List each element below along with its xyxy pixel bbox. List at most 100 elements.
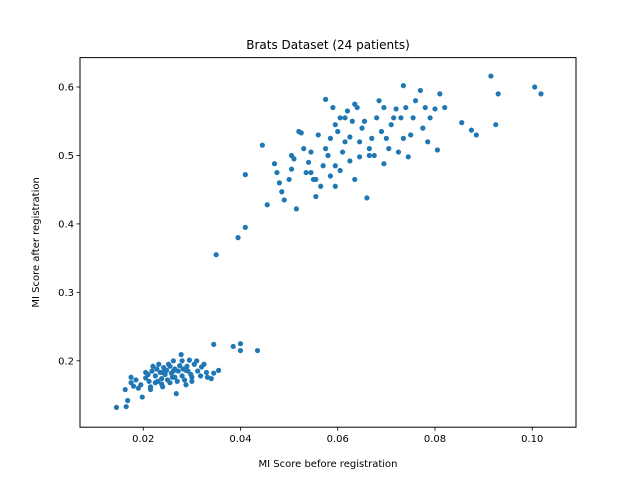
data-point: [335, 128, 341, 135]
data-point: [369, 135, 375, 141]
data-point: [178, 352, 184, 358]
data-point: [237, 347, 244, 354]
data-point: [468, 127, 475, 133]
data-point: [201, 361, 207, 367]
data-point: [322, 96, 329, 102]
data-point: [156, 361, 162, 367]
data-point: [279, 189, 285, 195]
data-point: [143, 369, 149, 376]
data-point: [139, 394, 145, 400]
data-point: [179, 373, 185, 379]
data-point: [147, 384, 154, 390]
data-point: [532, 84, 538, 90]
data-point: [230, 343, 236, 350]
data-point: [342, 115, 348, 121]
x-tick-label: 0.10: [521, 434, 543, 445]
data-point: [405, 154, 411, 160]
data-point: [211, 370, 217, 376]
data-point: [349, 118, 355, 124]
data-point: [473, 132, 479, 138]
x-tick-label: 0.08: [424, 434, 446, 445]
data-point: [342, 139, 348, 145]
data-point: [366, 152, 372, 159]
data-point: [332, 122, 338, 128]
data-point: [538, 91, 544, 97]
data-point: [320, 163, 326, 169]
data-point: [325, 152, 331, 159]
y-tick-label: 0.6: [58, 83, 74, 94]
data-point: [337, 167, 343, 174]
data-point: [330, 104, 336, 111]
data-point: [361, 118, 368, 124]
data-point: [400, 135, 406, 141]
data-point: [332, 163, 338, 169]
plot-frame: [79, 57, 577, 428]
data-point: [403, 104, 409, 111]
data-point: [149, 368, 155, 374]
data-point: [189, 378, 195, 384]
data-point: [189, 374, 195, 380]
x-tick-label: 0.06: [327, 434, 349, 445]
data-point: [347, 158, 353, 164]
data-point: [386, 146, 392, 152]
data-point: [318, 183, 324, 189]
data-point: [313, 193, 319, 200]
data-point: [213, 252, 219, 258]
y-tick-label: 0.5: [58, 151, 74, 162]
data-point: [271, 161, 278, 167]
data-point: [167, 363, 173, 369]
data-point: [125, 397, 131, 404]
data-point: [337, 115, 343, 121]
data-point: [376, 98, 382, 104]
data-point: [352, 176, 358, 183]
data-point: [410, 115, 416, 121]
data-point: [391, 115, 397, 121]
data-point: [184, 363, 190, 369]
data-point: [152, 373, 158, 379]
data-point: [322, 146, 329, 152]
data-point: [364, 195, 370, 201]
data-point: [488, 73, 494, 79]
data-point: [388, 122, 394, 128]
data-point: [159, 376, 165, 382]
data-point: [374, 115, 380, 121]
data-point: [420, 125, 426, 131]
data-point: [203, 369, 210, 376]
data-point: [422, 104, 428, 111]
data-point: [173, 391, 179, 397]
y-tick-label: 0.4: [58, 219, 74, 230]
data-point: [146, 378, 152, 384]
data-point: [254, 347, 261, 354]
data-point: [195, 368, 201, 374]
data-point: [395, 149, 402, 155]
x-axis-ticks: 0.02 0.04 0.06 0.08 0.10: [132, 427, 543, 445]
data-point: [175, 368, 181, 374]
data-point: [381, 104, 387, 111]
data-point: [123, 404, 129, 410]
data-point: [276, 180, 282, 186]
data-point: [344, 108, 351, 114]
data-point: [133, 377, 139, 383]
data-point: [288, 166, 295, 172]
data-point: [308, 149, 314, 155]
data-point: [181, 377, 188, 383]
data-point: [371, 152, 377, 159]
y-tick-label: 0.2: [58, 356, 74, 367]
data-point: [122, 386, 128, 393]
data-point: [183, 382, 189, 388]
data-point: [204, 374, 210, 380]
data-point: [159, 381, 165, 387]
data-point: [259, 142, 265, 148]
data-point: [286, 176, 292, 183]
data-point: [354, 104, 360, 111]
data-point: [359, 125, 365, 131]
data-point: [400, 83, 406, 89]
data-point: [417, 87, 423, 94]
data-point: [412, 98, 419, 104]
data-point: [315, 132, 321, 138]
data-point: [170, 358, 176, 364]
x-tick-label: 0.04: [229, 434, 251, 445]
y-axis-label: MI Score after registration: [31, 177, 42, 307]
data-point: [242, 224, 248, 230]
